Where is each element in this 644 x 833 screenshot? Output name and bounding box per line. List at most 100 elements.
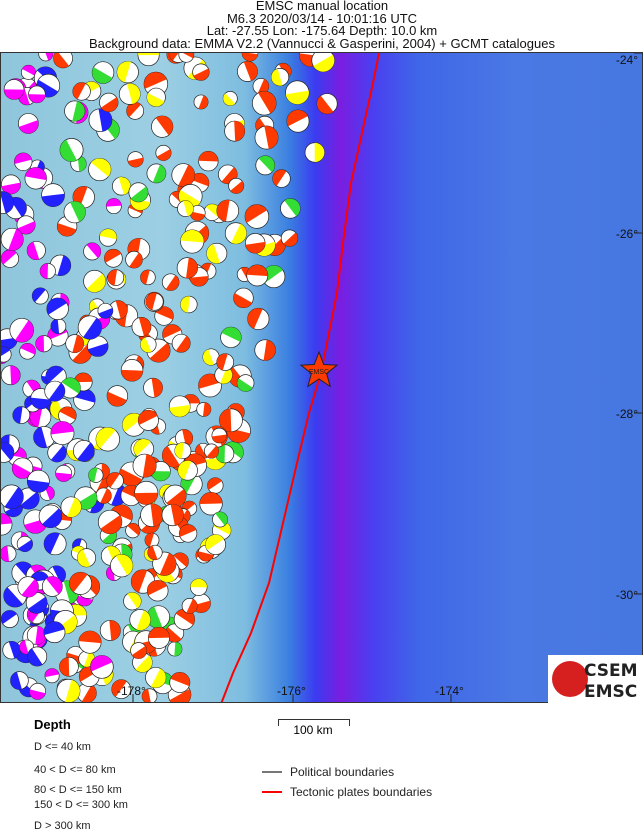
focal-mechanism-quadrant — [3, 587, 23, 608]
focal-mechanism-quadrant — [258, 91, 277, 114]
focal-mechanism-quadrant — [129, 252, 143, 269]
focal-mechanism-quadrant — [175, 335, 191, 353]
focal-mechanism-quadrant — [313, 54, 335, 72]
focal-mechanism-quadrant — [135, 655, 153, 673]
focal-mechanism-quadrant — [121, 369, 143, 382]
focal-mechanism-quadrant — [131, 569, 148, 593]
focal-mechanism-quadrant — [138, 317, 151, 337]
focal-mechanism-quadrant — [45, 366, 64, 384]
focal-mechanism-quadrant — [314, 142, 325, 163]
focal-mechanism-quadrant — [99, 228, 117, 240]
focal-mechanism-quadrant — [272, 169, 287, 186]
focal-mechanism-quadrant — [211, 434, 227, 443]
focal-mechanism-quadrant — [263, 339, 276, 361]
focal-mechanism-quadrant — [144, 533, 155, 547]
focal-mechanism-quadrant — [98, 108, 112, 132]
epicenter-star-icon — [299, 350, 339, 388]
focal-mechanism-quadrant — [219, 408, 232, 432]
focal-mechanism-quadrant — [242, 53, 258, 62]
focal-mechanism-quadrant — [1, 610, 17, 624]
focal-mechanism-quadrant — [60, 139, 77, 162]
focal-mechanism-quadrant — [205, 534, 224, 551]
focal-mechanism-quadrant — [202, 349, 214, 366]
focal-mechanism-quadrant — [147, 580, 168, 596]
focal-mechanism-quadrant — [110, 504, 133, 521]
focal-mechanism-quadrant — [76, 595, 93, 606]
focal-mechanism-quadrant — [147, 545, 158, 560]
focal-mechanism-quadrant — [107, 269, 118, 286]
focal-mechanism-quadrant — [1, 182, 21, 194]
map-canvas: EMSC — [1, 53, 642, 702]
focal-mechanism-quadrant — [216, 199, 230, 222]
focal-mechanism-quadrant — [169, 53, 179, 61]
political-boundaries-label: Political boundaries — [290, 765, 395, 779]
focal-mechanism-quadrant — [27, 479, 50, 493]
focal-mechanism-quadrant — [149, 342, 171, 363]
focal-mechanism-quadrant — [151, 378, 163, 398]
focal-mechanism-quadrant — [72, 82, 86, 100]
focal-mechanism-quadrant — [169, 404, 191, 417]
focal-mechanism-quadrant — [206, 243, 221, 264]
focal-mechanism-quadrant — [115, 300, 128, 319]
focal-mechanism-quadrant — [59, 657, 70, 677]
focal-mechanism-quadrant — [246, 264, 268, 277]
focal-mechanism-quadrant — [15, 320, 34, 343]
focal-mechanism-quadrant — [142, 688, 151, 702]
focal-mechanism-quadrant — [50, 421, 74, 435]
focal-mechanism-quadrant — [198, 95, 209, 110]
focal-mechanism-quadrant — [44, 668, 60, 678]
focal-mechanism-quadrant — [59, 406, 77, 420]
lon-tick: -178° — [117, 684, 146, 698]
focal-mechanism-quadrant — [169, 688, 191, 702]
focal-mechanism-quadrant — [44, 486, 55, 500]
seismicity-map: EMSC -24° -26° -28° -30° -178° -176° -17… — [0, 52, 643, 703]
focal-mechanism-quadrant — [78, 630, 102, 644]
focal-mechanism-quadrant — [174, 442, 184, 459]
focal-mechanism-quadrant — [190, 173, 209, 187]
focal-mechanism-quadrant — [25, 167, 47, 181]
focal-mechanism-quadrant — [106, 198, 122, 207]
focal-mechanism-quadrant — [27, 648, 43, 667]
focal-mechanism-quadrant — [29, 689, 46, 700]
focal-mechanism-quadrant — [88, 467, 98, 483]
focal-mechanism-quadrant — [69, 572, 88, 593]
focal-mechanism-quadrant — [234, 121, 245, 142]
focal-mechanism-quadrant — [1, 346, 10, 357]
focal-mechanism-quadrant — [77, 156, 87, 172]
lat-tick: -24° — [615, 53, 638, 67]
focal-mechanism-quadrant — [162, 445, 180, 467]
focal-mechanism-quadrant — [18, 539, 33, 552]
focal-mechanism-quadrant — [191, 600, 211, 613]
focal-mechanism-quadrant — [53, 53, 70, 68]
focal-mechanism-quadrant — [230, 181, 244, 194]
focal-mechanism-quadrant — [189, 275, 209, 287]
focal-mechanism-quadrant — [182, 429, 193, 447]
focal-mechanism-quadrant — [170, 672, 190, 687]
focal-mechanism-quadrant — [100, 515, 122, 534]
focal-mechanism-quadrant — [22, 65, 36, 76]
focal-mechanism-quadrant — [127, 157, 144, 168]
focal-mechanism-quadrant — [83, 317, 102, 340]
lat-tick: -30° — [615, 588, 638, 602]
focal-mechanism-quadrant — [100, 97, 119, 112]
focal-mechanism-quadrant — [1, 545, 10, 562]
focal-mechanism-quadrant — [4, 89, 24, 100]
focal-mechanism-quadrant — [100, 488, 112, 504]
focal-mechanism-quadrant — [205, 204, 221, 218]
focal-mechanism-quadrant — [142, 454, 157, 478]
focal-mechanism-quadrant — [221, 327, 242, 342]
focal-mechanism-quadrant — [42, 508, 62, 528]
focal-mechanism-quadrant — [72, 101, 85, 122]
depth-legend-item: 40 < D <= 80 km — [34, 764, 116, 776]
focal-mechanism-quadrant — [216, 353, 228, 371]
political-boundary-swatch — [262, 771, 282, 773]
focal-mechanism-quadrant — [91, 158, 111, 177]
focal-mechanism-quadrant — [233, 293, 253, 308]
focal-mechanism-quadrant — [33, 426, 48, 448]
focal-mechanism-quadrant — [50, 445, 67, 463]
focal-mechanism-quadrant — [1, 513, 13, 525]
focal-mechanism-quadrant — [35, 335, 45, 352]
focal-mechanism-quadrant — [202, 402, 211, 417]
focal-mechanism-quadrant — [146, 93, 165, 107]
focal-mechanism-quadrant — [20, 491, 40, 510]
